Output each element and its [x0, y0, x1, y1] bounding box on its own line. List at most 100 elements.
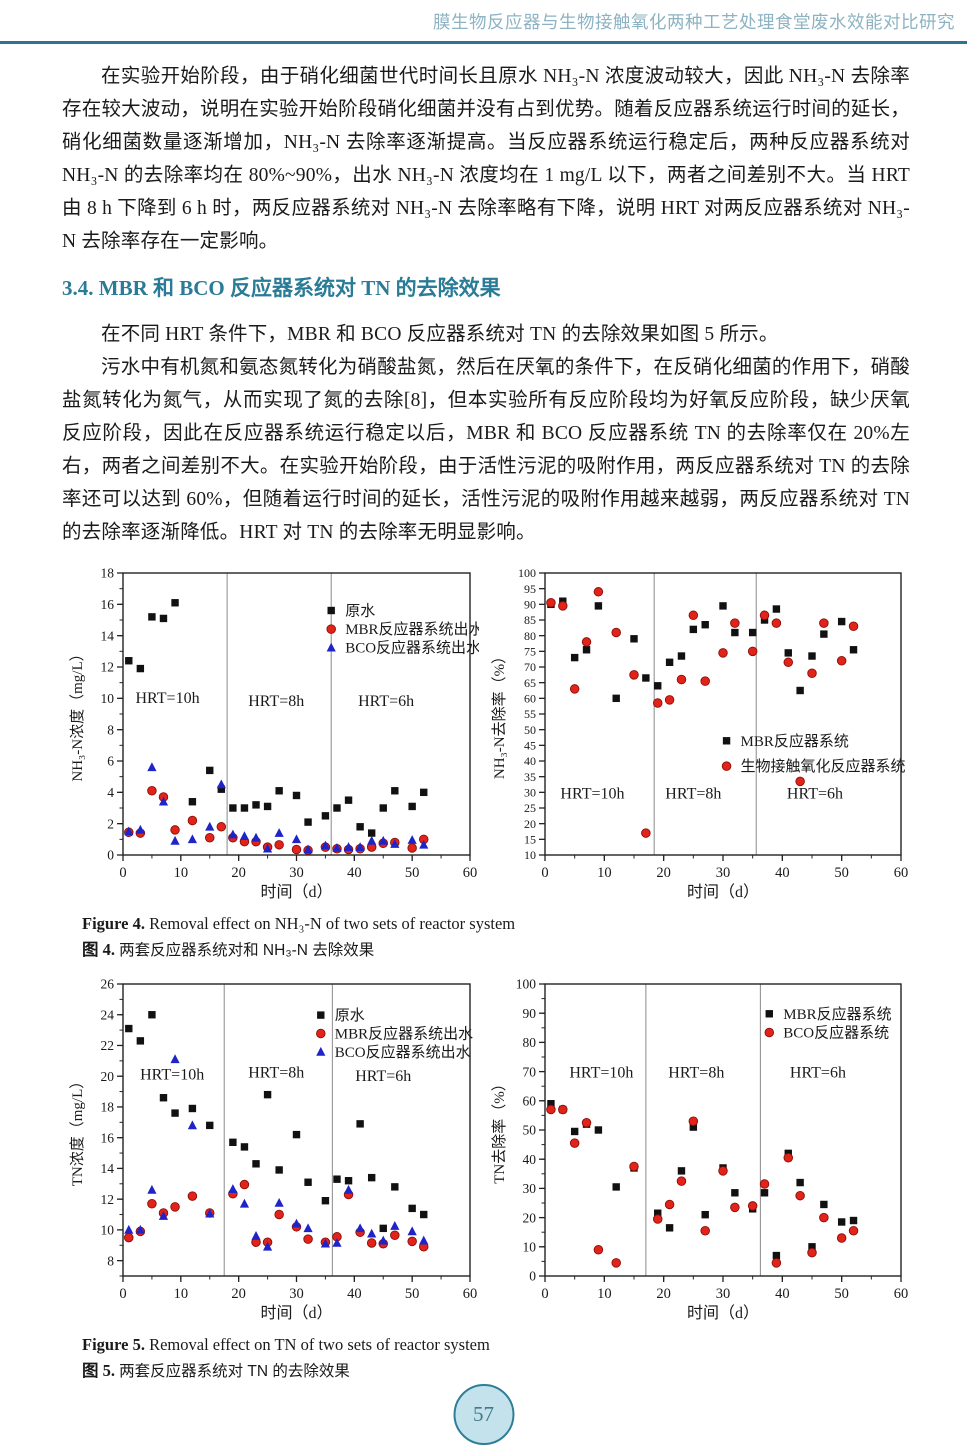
data-point-circle [664, 1199, 675, 1210]
svg-text:75: 75 [524, 645, 536, 659]
data-point-circle [316, 1028, 326, 1039]
data-point-square [367, 829, 376, 837]
data-point-square [784, 649, 792, 657]
svg-text:50: 50 [834, 865, 849, 881]
svg-text:2: 2 [107, 816, 114, 831]
data-point-square [689, 1123, 698, 1131]
data-point-triangle [303, 1223, 313, 1233]
data-point-triangle [355, 842, 365, 851]
svg-text:70: 70 [523, 1064, 537, 1079]
data-point-circle [546, 598, 556, 608]
data-point-square [217, 785, 226, 793]
svg-text:80: 80 [523, 1035, 537, 1050]
data-point-triangle [291, 834, 302, 844]
series-square [547, 1100, 858, 1260]
data-point-circle [326, 624, 336, 634]
figure4-caption-en-label: Figure 4. [82, 914, 145, 933]
svg-text:0: 0 [119, 1286, 126, 1302]
svg-text:4: 4 [107, 785, 114, 800]
data-point-square [630, 635, 638, 643]
data-point-circle [366, 1238, 377, 1248]
data-point-triangle [320, 1238, 331, 1248]
data-point-square [206, 766, 214, 775]
data-point-circle [629, 1161, 639, 1172]
data-point-circle [730, 1202, 740, 1213]
svg-text:10: 10 [174, 1286, 189, 1302]
svg-text:20: 20 [656, 865, 671, 881]
svg-text:60: 60 [894, 865, 909, 881]
data-point-triangle [124, 1224, 134, 1234]
data-point-circle [407, 843, 417, 853]
data-point-circle [274, 1209, 284, 1220]
svg-text:16: 16 [101, 597, 115, 612]
header-rule [0, 41, 967, 44]
svg-text:50: 50 [834, 1286, 849, 1302]
data-point-square [689, 625, 698, 634]
svg-text:12: 12 [101, 660, 115, 675]
data-point-triangle [262, 843, 273, 853]
svg-text:12: 12 [101, 1192, 115, 1207]
running-title: 膜生物反应器与生物接触氧化两种工艺处理食堂废水效能对比研究 [433, 12, 955, 32]
data-point-triangle [187, 834, 197, 844]
data-point-square [188, 798, 197, 806]
svg-text:MBR反应器系统出水: MBR反应器系统出水 [335, 1024, 473, 1042]
x-axis-label: 时间（d） [260, 1304, 332, 1322]
data-point-circle [819, 618, 829, 628]
svg-text:60: 60 [524, 692, 536, 706]
data-point-triangle [147, 1184, 157, 1194]
svg-text:95: 95 [524, 582, 536, 596]
data-point-triangle [239, 831, 250, 840]
svg-text:15: 15 [524, 833, 536, 847]
svg-text:BCO反应器系统: BCO反应器系统 [783, 1023, 889, 1041]
data-point-triangle [158, 1211, 169, 1220]
data-point-square [356, 823, 364, 831]
svg-text:24: 24 [101, 1007, 115, 1022]
svg-text:0: 0 [529, 1269, 536, 1284]
svg-text:85: 85 [524, 613, 536, 627]
data-point-circle [819, 1212, 829, 1223]
data-point-square [188, 1104, 197, 1113]
data-point-triangle [262, 1241, 273, 1251]
svg-text:8: 8 [107, 1253, 114, 1268]
figure5-caption-en-label: Figure 5. [82, 1335, 145, 1354]
svg-text:20: 20 [231, 1286, 246, 1302]
data-point-circle [593, 587, 604, 597]
data-point-circle [274, 840, 284, 850]
data-point-circle [676, 674, 687, 685]
data-point-circle [730, 618, 740, 628]
data-point-circle [664, 695, 675, 705]
svg-text:HRT=8h: HRT=8h [248, 1065, 304, 1082]
figure5-caption-en-text: Removal effect on TN of two sets of reac… [149, 1335, 490, 1354]
data-point-triangle [135, 824, 145, 834]
data-point-square [677, 1167, 686, 1175]
data-point-circle [718, 1166, 728, 1176]
data-point-circle [546, 1104, 556, 1115]
data-point-square [665, 658, 674, 666]
data-point-square [333, 1175, 341, 1183]
data-point-circle [700, 1225, 710, 1236]
data-point-square [760, 1189, 769, 1197]
data-point-square [765, 1010, 773, 1018]
data-point-triangle [343, 842, 354, 851]
data-point-square [275, 787, 283, 795]
svg-text:20: 20 [656, 1286, 671, 1302]
data-point-circle [747, 1201, 758, 1211]
data-point-circle [747, 646, 758, 657]
data-point-square [642, 674, 650, 682]
svg-text:BCO反应器系统出水: BCO反应器系统出水 [345, 639, 479, 657]
data-point-triangle [228, 1184, 238, 1193]
data-point-square [748, 628, 757, 637]
svg-text:10: 10 [101, 691, 115, 706]
figure4-charts-row: 0 10 20 30 40 50 60 时间（d） 0 2 4 6 8 10 12 14 16 18 NH₃-N浓度… [67, 563, 910, 905]
data-point-triangle [205, 1208, 215, 1218]
scatter-plot-svg: 0 10 20 30 40 50 60 时间（d） 0 10 20 30 40 50 60 70 80 90 100… [491, 977, 908, 1322]
svg-text:90: 90 [524, 598, 536, 612]
data-point-triangle [187, 1120, 197, 1130]
hrt-region-labels: HRT=10h HRT=8h HRT=6h [140, 1065, 411, 1085]
svg-text:HRT=6h: HRT=6h [790, 1064, 846, 1081]
y-axis-label: TN去除率（%） [491, 1076, 508, 1184]
data-point-square [701, 621, 709, 629]
data-point-square [701, 1210, 709, 1219]
svg-text:30: 30 [289, 1286, 304, 1302]
